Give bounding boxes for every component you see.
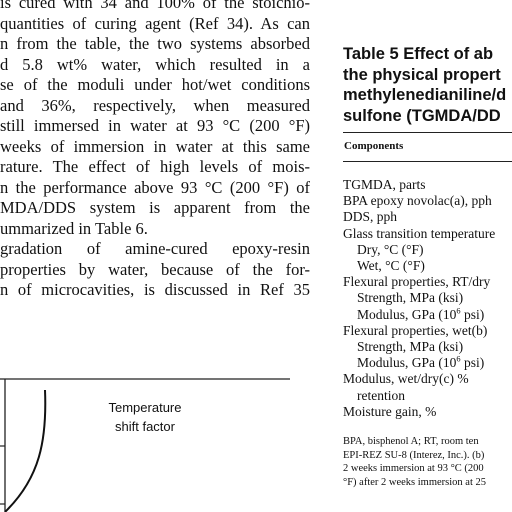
table-footnote-line: BPA, bisphenol A; RT, room ten	[343, 436, 479, 448]
body-line: properties by water, because of the for-	[0, 259, 310, 279]
table-row-label: Wet, °C (°F)	[357, 258, 425, 274]
table-row-label: Modulus, GPa (106 psi)	[343, 306, 512, 323]
table-row-label: Modulus, wet/dry(c) %	[343, 371, 469, 387]
table-row-label: Dry, °C (°F)	[357, 241, 424, 257]
body-line: gradation of amine-cured epoxy-resin	[0, 239, 310, 258]
table-title-line: the physical propert	[343, 65, 501, 84]
body-line: still immersed in water at 93 °C (200 °F…	[0, 116, 310, 135]
table-row-label: Flexural properties, wet(b)	[343, 322, 488, 338]
table-top-rule	[343, 132, 512, 133]
body-line: ummarized in Table 6.	[0, 218, 148, 238]
table-row-label: Strength, MPa (ksi)	[357, 290, 464, 306]
table-footnotes: BPA, bisphenol A; RT, room ten EPI-REZ SU…	[343, 435, 512, 489]
body-line: MDA/DDS system is apparent from the	[0, 198, 310, 217]
temperature-shift-chart: Temperature shift factor	[0, 378, 300, 512]
table-footnote-line: °F) after 2 weeks immersion at 25	[343, 476, 486, 488]
body-line: weeks of immersion in water at this same	[0, 136, 310, 156]
table-title-line: Table 5 Effect of ab	[343, 45, 494, 63]
table-row-superscript: 6	[456, 306, 461, 316]
table-5: Table 5 Effect of ab the physical propert…	[343, 44, 512, 489]
body-line: rature. The effect of high levels of moi…	[0, 157, 310, 176]
table-row-label: TGMDA, parts	[343, 177, 426, 192]
chart-label-line: Temperature	[108, 400, 182, 415]
table-row-text: psi)	[460, 355, 485, 371]
table-footnote-line: EPI-REZ SU-8 (Interez, Inc.). (b)	[343, 449, 485, 461]
body-line: n of microcavities, is discussed in Ref …	[0, 280, 310, 299]
body-line: se of the moduli under hot/wet condition…	[0, 75, 310, 94]
table-row-label: BPA epoxy novolac(a), pph	[343, 193, 492, 209]
table-row-label: Modulus, GPa (106 psi)	[343, 355, 512, 371]
body-line: n the performance above 93 °C (200 °F) o…	[0, 177, 310, 197]
table-row-label: DDS, pph	[343, 209, 398, 225]
table-row-superscript: 6	[456, 354, 461, 364]
body-line: n from the table, the two systems absorb…	[0, 34, 310, 53]
body-line: and 36%, respectively, when measured	[0, 95, 310, 115]
table-title: Table 5 Effect of ab the physical propert…	[343, 44, 512, 126]
body-line: d 5.8 wt% water, which resulted in a	[0, 54, 310, 74]
chart-svg	[0, 378, 290, 512]
table-row-text: psi)	[460, 306, 485, 322]
table-footnote-line: 2 weeks immersion at 93 °C (200	[343, 463, 484, 475]
table-header-components: Components	[344, 140, 404, 152]
table-body: TGMDA, parts BPA epoxy novolac(a), pph DDS…	[343, 162, 512, 420]
table-row-text: Modulus, GPa (10	[357, 355, 457, 371]
body-line: quantities of curing agent (Ref 34). As …	[0, 13, 310, 33]
body-line: is cured with 34 and 100% of the stoichi…	[0, 0, 310, 12]
table-header-rule	[343, 161, 512, 162]
table-row-text: Modulus, GPa (10	[357, 306, 457, 322]
table-row-label: retention	[357, 387, 405, 403]
table-row-label: Flexural properties, RT/dry	[343, 274, 491, 290]
chart-label-line: shift factor	[115, 419, 175, 434]
table-title-line: methylenedianiline/d	[343, 86, 507, 104]
shift-factor-curve	[4, 389, 47, 512]
table-row-label: Glass transition temperature	[343, 225, 496, 241]
table-row-label: Moisture gain, %	[343, 403, 437, 419]
chart-label: Temperature shift factor	[100, 398, 190, 436]
table-title-line: sulfone (TGMDA/DD	[343, 106, 501, 125]
body-text-column: is cured with 34 and 100% of the stoichi…	[0, 0, 310, 301]
table-row-label: Strength, MPa (ksi)	[357, 339, 464, 355]
